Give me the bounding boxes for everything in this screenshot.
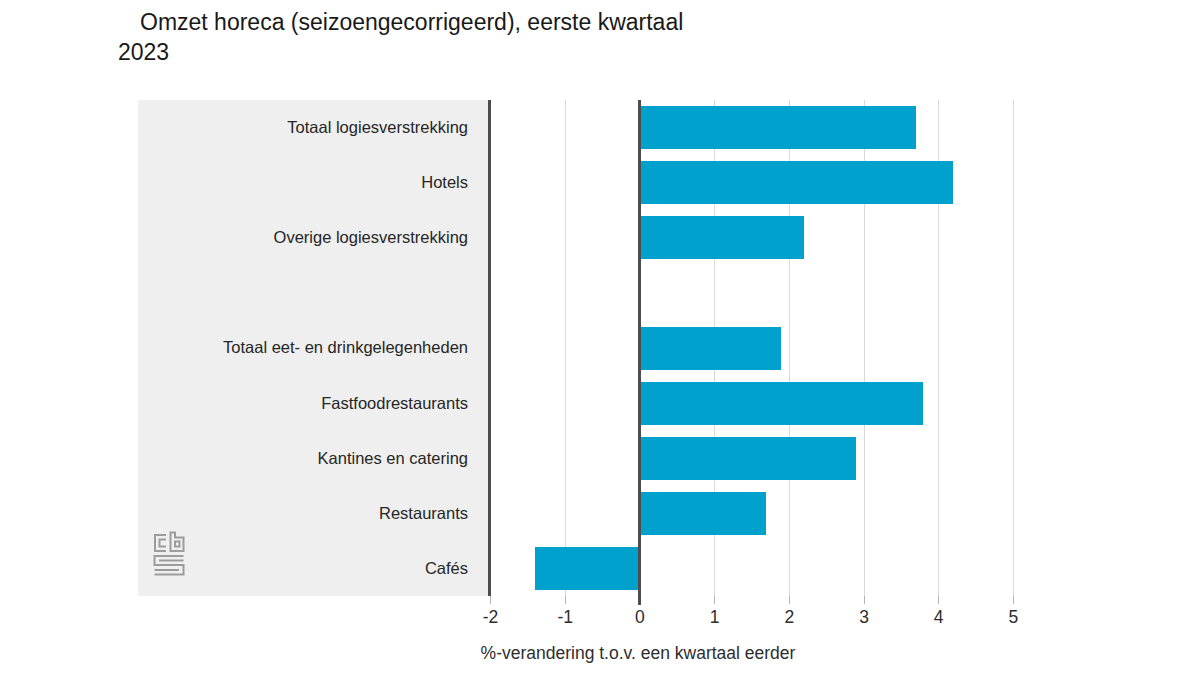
category-label-kantines-en-catering: Kantines en catering — [138, 431, 468, 486]
bar-kantines-en-catering — [639, 437, 856, 480]
x-tick-2 — [789, 596, 790, 604]
category-label-overige-logiesverstrekking: Overige logiesverstrekking — [138, 210, 468, 265]
x-tick-label-4: 4 — [917, 607, 961, 628]
chart-title-line1: Omzet horeca (seizoengecorrigeerd), eers… — [118, 7, 838, 37]
x-tick-label-0: 0 — [618, 607, 662, 628]
x-tick--2 — [490, 596, 491, 604]
bar-totaal-eet-en-drinkgelegenheden — [639, 327, 781, 370]
bar-hotels — [639, 161, 953, 204]
x-tick-4 — [938, 596, 939, 604]
plot-area: -2-1012345 — [491, 100, 1050, 596]
gridline-x-5 — [1013, 100, 1014, 596]
x-tick-5 — [1013, 596, 1014, 604]
bar-overige-logiesverstrekking — [639, 216, 803, 259]
x-axis-title: %-verandering t.o.v. een kwartaal eerder — [438, 643, 838, 664]
chart-title-line2: 2023 — [118, 37, 838, 67]
x-tick-label-5: 5 — [991, 607, 1035, 628]
chart-title: Omzet horeca (seizoengecorrigeerd), eers… — [118, 7, 838, 67]
category-label-caf-s: Cafés — [138, 541, 468, 596]
category-label-hotels: Hotels — [138, 155, 468, 210]
x-tick-label-3: 3 — [842, 607, 886, 628]
category-label-totaal-logiesverstrekking: Totaal logiesverstrekking — [138, 100, 468, 155]
bar-chart: Totaal logiesverstrekkingHotelsOverige l… — [138, 100, 1050, 596]
category-label-fastfoodrestaurants: Fastfoodrestaurants — [138, 376, 468, 431]
bar-caf-s — [535, 547, 640, 590]
x-tick--1 — [565, 596, 566, 604]
category-label-totaal-eet-en-drinkgelegenheden: Totaal eet- en drinkgelegenheden — [138, 320, 468, 375]
x-tick-1 — [714, 596, 715, 604]
x-tick-label--2: -2 — [469, 607, 513, 628]
category-label-restaurants: Restaurants — [138, 486, 468, 541]
x-tick-label-1: 1 — [693, 607, 737, 628]
bar-restaurants — [639, 492, 766, 535]
x-tick-label-2: 2 — [767, 607, 811, 628]
zero-axis-line — [638, 100, 641, 605]
x-tick-3 — [864, 596, 865, 604]
bar-totaal-logiesverstrekking — [639, 106, 915, 149]
bar-fastfoodrestaurants — [639, 382, 923, 425]
category-label-panel: Totaal logiesverstrekkingHotelsOverige l… — [138, 100, 491, 596]
gridline-x--1 — [565, 100, 566, 596]
x-tick-label--1: -1 — [543, 607, 587, 628]
